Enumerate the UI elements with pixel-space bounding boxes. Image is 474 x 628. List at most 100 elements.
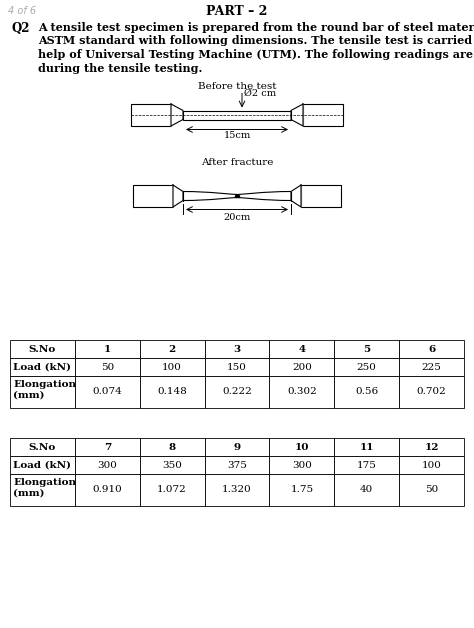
Bar [183, 111, 291, 119]
Text: 1.072: 1.072 [157, 485, 187, 494]
Text: 7: 7 [104, 443, 111, 452]
Bar [75, 358, 140, 376]
Text: 0.222: 0.222 [222, 387, 252, 396]
Bar [75, 340, 140, 358]
Text: Load (kN): Load (kN) [13, 460, 72, 470]
Bar [75, 438, 140, 456]
Text: 8: 8 [169, 443, 176, 452]
Text: Before the test: Before the test [198, 82, 276, 91]
Text: 175: 175 [357, 460, 377, 470]
Text: PART – 2: PART – 2 [206, 5, 268, 18]
Text: 100: 100 [422, 460, 441, 470]
Bar [140, 340, 205, 358]
Bar [205, 376, 269, 408]
Text: Q2: Q2 [12, 22, 30, 35]
Text: 0.302: 0.302 [287, 387, 317, 396]
Bar [75, 456, 140, 474]
Text: 375: 375 [227, 460, 247, 470]
Bar [269, 376, 334, 408]
Text: 100: 100 [162, 362, 182, 372]
Text: 3: 3 [233, 345, 241, 354]
Bar [399, 358, 464, 376]
Bar [140, 358, 205, 376]
Text: 0.148: 0.148 [157, 387, 187, 396]
Text: 1: 1 [104, 345, 111, 354]
Text: Ø2 cm: Ø2 cm [244, 89, 276, 97]
Text: 20cm: 20cm [223, 212, 251, 222]
Text: 4: 4 [298, 345, 305, 354]
Bar [10, 358, 75, 376]
Text: 300: 300 [292, 460, 312, 470]
Text: 1.320: 1.320 [222, 485, 252, 494]
Bar [140, 376, 205, 408]
Bar [399, 456, 464, 474]
Text: 40: 40 [360, 485, 374, 494]
Bar [269, 474, 334, 506]
Bar [334, 474, 399, 506]
Text: during the tensile testing.: during the tensile testing. [38, 63, 202, 73]
Bar [75, 474, 140, 506]
Bar [205, 340, 269, 358]
Bar [269, 358, 334, 376]
Bar [133, 185, 173, 207]
Polygon shape [173, 185, 183, 207]
Polygon shape [291, 185, 301, 207]
Text: S.No: S.No [29, 443, 56, 452]
Bar [334, 456, 399, 474]
Text: 300: 300 [97, 460, 117, 470]
Bar [10, 376, 75, 408]
Text: 0.702: 0.702 [417, 387, 447, 396]
Text: 12: 12 [424, 443, 439, 452]
Text: S.No: S.No [29, 345, 56, 354]
Text: 1.75: 1.75 [290, 485, 313, 494]
Bar [399, 438, 464, 456]
Bar [334, 376, 399, 408]
Text: 2: 2 [169, 345, 176, 354]
Bar [10, 438, 75, 456]
Bar [269, 456, 334, 474]
Polygon shape [291, 104, 303, 126]
Text: 5: 5 [363, 345, 370, 354]
Text: 150: 150 [227, 362, 247, 372]
Text: help of Universal Testing Machine (UTM). The following readings are noted: help of Universal Testing Machine (UTM).… [38, 49, 474, 60]
Bar [399, 340, 464, 358]
Bar [399, 474, 464, 506]
Text: 6: 6 [428, 345, 435, 354]
Text: ASTM standard with following dimensions. The tensile test is carried out with th: ASTM standard with following dimensions.… [38, 36, 474, 46]
Text: 4 of 6: 4 of 6 [8, 6, 36, 16]
Text: Elongation
(mm): Elongation (mm) [13, 478, 76, 497]
Text: 9: 9 [233, 443, 241, 452]
Text: 200: 200 [292, 362, 312, 372]
Bar [269, 438, 334, 456]
Bar [334, 358, 399, 376]
Bar [303, 104, 343, 126]
Text: 11: 11 [359, 443, 374, 452]
Bar [334, 340, 399, 358]
Text: 0.074: 0.074 [92, 387, 122, 396]
Bar [140, 456, 205, 474]
Text: 50: 50 [425, 485, 438, 494]
Text: 0.910: 0.910 [92, 485, 122, 494]
Text: 10: 10 [295, 443, 309, 452]
Text: After fracture: After fracture [201, 158, 273, 167]
Bar [131, 104, 171, 126]
Bar [399, 376, 464, 408]
Text: 250: 250 [357, 362, 377, 372]
Bar [205, 456, 269, 474]
Bar [205, 358, 269, 376]
Text: A tensile test specimen is prepared from the round bar of steel material as per: A tensile test specimen is prepared from… [38, 22, 474, 33]
Bar [75, 376, 140, 408]
Bar [140, 474, 205, 506]
Text: Load (kN): Load (kN) [13, 362, 72, 372]
Text: 15cm: 15cm [223, 131, 251, 141]
Bar [301, 185, 341, 207]
Polygon shape [171, 104, 183, 126]
Bar [10, 474, 75, 506]
Text: 50: 50 [100, 362, 114, 372]
Text: 0.56: 0.56 [355, 387, 378, 396]
Text: 350: 350 [162, 460, 182, 470]
Bar [205, 438, 269, 456]
Bar [269, 340, 334, 358]
Text: Elongation
(mm): Elongation (mm) [13, 380, 76, 399]
Bar [140, 438, 205, 456]
